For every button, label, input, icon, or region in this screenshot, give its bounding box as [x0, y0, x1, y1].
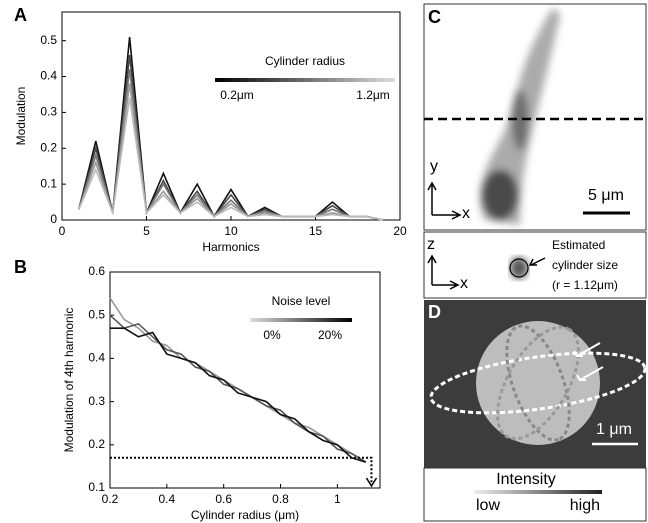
y-tick-label: 0 [50, 212, 57, 226]
panel-label: D [428, 302, 441, 322]
axis-label: x [462, 205, 470, 222]
scale-label: 5 μm [588, 187, 624, 204]
marker-line [110, 456, 373, 486]
x-tick-label: 0.2 [102, 492, 119, 506]
legend-frame [423, 467, 647, 522]
legend-title: Intensity [496, 471, 556, 488]
legend-high: high [570, 497, 600, 514]
y-tick-label: 0.2 [40, 140, 57, 154]
line-series [78, 37, 384, 221]
arrows [573, 342, 604, 381]
x-tick-label: 0.4 [158, 492, 175, 506]
scale-label: 1 μm [596, 421, 632, 438]
y-tick-label: 0.5 [40, 33, 57, 47]
x-tick-label: 10 [224, 224, 238, 238]
arrow [528, 257, 546, 266]
legend-title: Cylinder radius [265, 54, 345, 68]
y-tick-label: 0.3 [88, 394, 105, 408]
line-series [78, 97, 384, 221]
line-series [109, 297, 367, 463]
axis-arrows [427, 181, 462, 220]
legend-low: 0% [263, 328, 281, 342]
y-tick-label: 0.4 [88, 351, 105, 365]
panel-label: B [14, 257, 27, 277]
y-tick-label: 0.1 [88, 480, 105, 494]
line-series [78, 54, 384, 221]
line-series [78, 83, 384, 221]
legend-gradient [215, 78, 395, 82]
legend-title: Noise level [272, 294, 331, 308]
x-tick-label: 0.6 [215, 492, 232, 506]
annotation: cylinder size [552, 258, 618, 272]
y-tick-label: 0.6 [88, 264, 105, 278]
x-tick-label: 0 [59, 224, 66, 238]
x-axis-label: Cylinder radius (μm) [191, 508, 299, 522]
cross-section [510, 257, 528, 279]
annotation: (r = 1.12μm) [552, 278, 618, 292]
y-tick-label: 0.3 [40, 105, 57, 119]
line-series [109, 314, 367, 463]
axis-label: y [430, 158, 438, 175]
y-axis-label: Modulation of 4th harmonic [62, 308, 76, 453]
x-tick-label: 0.8 [272, 492, 289, 506]
y-axis-label: Modulation [14, 87, 28, 146]
x-tick-label: 15 [309, 224, 323, 238]
ring [505, 324, 571, 442]
fit-circle [509, 258, 529, 278]
x-axis-label: Harmonics [202, 240, 259, 254]
legend-high: 20% [318, 328, 342, 342]
annotation: Estimated [552, 238, 605, 252]
legend-gradient [250, 318, 352, 322]
axis-label: x [460, 275, 468, 292]
y-tick-label: 0.1 [40, 176, 57, 190]
legend-high: 1.2μm [356, 88, 390, 102]
sphere [476, 321, 600, 445]
y-tick-label: 0.5 [88, 307, 105, 321]
ring [496, 325, 580, 441]
y-tick-label: 0.2 [88, 437, 105, 451]
legend-low: 0.2μm [220, 88, 254, 102]
x-tick-label: 5 [143, 224, 150, 238]
cell-image [479, 8, 560, 225]
legend-low: low [476, 497, 500, 514]
legend-gradient [474, 490, 602, 494]
line-series [78, 69, 384, 221]
y-tick-label: 0.4 [40, 69, 57, 83]
axis-label: z [427, 236, 435, 253]
line-series [110, 327, 367, 463]
axis-arrows [427, 254, 460, 290]
panel-d: 1 μm D Intensity low high [423, 300, 647, 522]
panel-label: C [428, 7, 441, 27]
plot-frame [109, 271, 381, 489]
x-tick-label: 20 [393, 224, 407, 238]
panel-label: A [14, 5, 27, 25]
marker-arrow [365, 477, 378, 488]
panel-c: y x 5 μm z x Estimated cylinder size (r … [423, 3, 647, 299]
ring [429, 351, 647, 415]
x-tick-label: 1 [334, 492, 341, 506]
